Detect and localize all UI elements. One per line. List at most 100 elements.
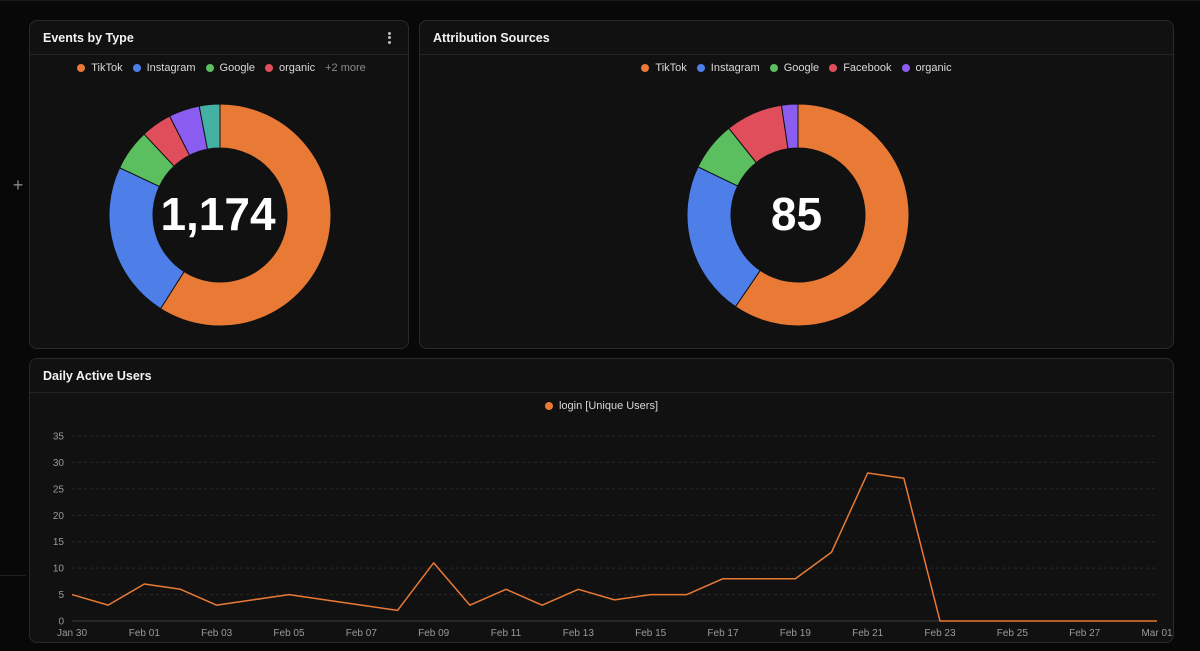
data-point[interactable]: [1119, 619, 1123, 623]
y-tick-label: 30: [53, 458, 65, 469]
data-point[interactable]: [938, 619, 942, 623]
x-tick-label: Feb 21: [852, 628, 884, 639]
events-donut-chart: [108, 103, 332, 327]
attribution-total: 85: [770, 188, 823, 240]
data-point[interactable]: [323, 598, 327, 602]
legend-dot: [901, 64, 910, 72]
x-tick-label: Mar 01: [1141, 628, 1173, 639]
y-tick-label: 20: [53, 511, 65, 522]
x-tick-label: Feb 17: [707, 628, 739, 639]
data-point[interactable]: [613, 598, 617, 602]
data-point[interactable]: [179, 587, 183, 591]
data-point[interactable]: [1155, 619, 1159, 623]
legend-label: TikTok: [655, 62, 687, 74]
y-tick-label: 35: [53, 432, 65, 443]
y-tick-label: 25: [53, 484, 65, 495]
more-options-icon[interactable]: [382, 30, 396, 46]
data-point[interactable]: [1083, 619, 1087, 623]
data-point[interactable]: [1010, 619, 1014, 623]
x-tick-label: Feb 25: [997, 628, 1029, 639]
legend-label: Google: [219, 62, 256, 74]
events-total: 1,174: [160, 188, 276, 240]
left-divider: [0, 575, 26, 576]
x-tick-label: Feb 01: [129, 628, 161, 639]
x-tick-label: Feb 07: [346, 628, 378, 639]
donut-slice-other-5[interactable]: [198, 103, 221, 150]
card-header: Attribution Sources: [420, 21, 1173, 55]
legend-item-tiktok[interactable]: TikTok: [641, 62, 687, 74]
legend-item-organic[interactable]: organic: [265, 62, 315, 74]
data-point[interactable]: [504, 587, 508, 591]
data-point[interactable]: [757, 577, 761, 581]
data-point[interactable]: [540, 603, 544, 607]
legend-label: TikTok: [91, 62, 123, 74]
data-point[interactable]: [251, 598, 255, 602]
data-point[interactable]: [793, 577, 797, 581]
y-tick-label: 10: [53, 564, 65, 575]
card-title: Attribution Sources: [433, 30, 550, 45]
legend-more-link[interactable]: +2 more: [325, 62, 366, 74]
legend-item-organic[interactable]: organic: [901, 62, 952, 74]
legend-dot: [544, 402, 553, 410]
legend-label: organic: [279, 62, 316, 74]
attribution-sources-card: Attribution Sources TikTok Instagram Goo…: [419, 20, 1174, 349]
legend-label: Instagram: [146, 62, 196, 74]
y-tick-label: 5: [58, 590, 64, 601]
legend-item-instagram[interactable]: Instagram: [696, 62, 760, 74]
data-point[interactable]: [1047, 619, 1051, 623]
data-point[interactable]: [649, 593, 653, 597]
donut-slice-tiktok[interactable]: [159, 103, 332, 327]
legend-item-instagram[interactable]: Instagram: [132, 62, 196, 74]
top-divider: [0, 0, 1200, 1]
data-point[interactable]: [830, 550, 834, 554]
x-tick-label: Feb 09: [418, 628, 450, 639]
data-point[interactable]: [685, 593, 689, 597]
legend-dot: [641, 64, 650, 72]
legend-label: Google: [783, 62, 820, 74]
data-point[interactable]: [468, 603, 472, 607]
card-title: Daily Active Users: [43, 368, 152, 383]
donut-slice-organic[interactable]: [780, 103, 799, 150]
y-tick-label: 0: [58, 617, 64, 628]
legend-item-facebook[interactable]: Facebook: [829, 62, 892, 74]
data-point[interactable]: [359, 603, 363, 607]
data-point[interactable]: [721, 577, 725, 581]
series-line-login[interactable]: [71, 472, 1157, 622]
legend-item-google[interactable]: Google: [769, 62, 820, 74]
data-point[interactable]: [215, 603, 219, 607]
x-tick-label: Feb 05: [273, 628, 305, 639]
legend-dot: [77, 64, 86, 72]
data-point[interactable]: [902, 476, 906, 480]
data-point[interactable]: [142, 582, 146, 586]
legend-label: Facebook: [843, 62, 892, 74]
donut-slice-tiktok[interactable]: [734, 103, 910, 327]
x-tick-label: Feb 15: [635, 628, 667, 639]
daily-active-users-card: Daily Active Users login [Unique Users] …: [29, 358, 1174, 643]
legend-label: login [Unique Users]: [558, 400, 659, 412]
data-point[interactable]: [974, 619, 978, 623]
legend-item-tiktok[interactable]: TikTok: [77, 62, 123, 74]
x-tick-label: Feb 03: [201, 628, 233, 639]
data-point[interactable]: [287, 593, 291, 597]
x-tick-label: Feb 11: [491, 628, 522, 639]
legend-label: organic: [915, 62, 952, 74]
legend-item-google[interactable]: Google: [205, 62, 256, 74]
chart-legend: TikTok Instagram Google organic +2 more: [30, 62, 408, 74]
data-point[interactable]: [396, 608, 400, 612]
legend-item-login[interactable]: login [Unique Users]: [544, 400, 659, 412]
legend-dot: [265, 64, 274, 72]
data-point[interactable]: [70, 593, 74, 597]
data-point[interactable]: [576, 587, 580, 591]
x-tick-label: Feb 13: [563, 628, 595, 639]
data-point[interactable]: [106, 603, 110, 607]
x-tick-label: Feb 27: [1069, 628, 1101, 639]
add-widget-button[interactable]: +: [12, 175, 24, 195]
data-point[interactable]: [432, 561, 436, 565]
legend-dot: [696, 64, 705, 72]
legend-dot: [205, 64, 214, 72]
attribution-donut-chart: [686, 103, 910, 327]
legend-label: Instagram: [710, 62, 760, 74]
chart-legend: TikTok Instagram Google Facebook organic: [420, 62, 1173, 74]
data-point[interactable]: [866, 471, 870, 475]
dau-line-chart: 0 5 10 15 20 25 30 35 Jan 30 Feb 01 Feb 03 Feb 05 Fe…: [53, 432, 1173, 640]
